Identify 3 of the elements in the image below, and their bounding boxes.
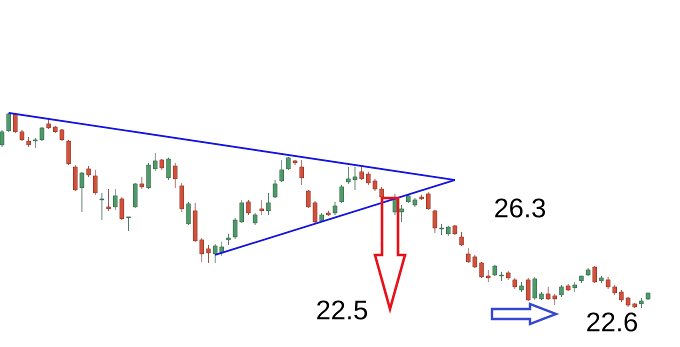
text: 22.6: [587, 312, 637, 332]
annotation: 22.5: [317, 300, 368, 320]
annotation: 26.3: [495, 198, 545, 218]
